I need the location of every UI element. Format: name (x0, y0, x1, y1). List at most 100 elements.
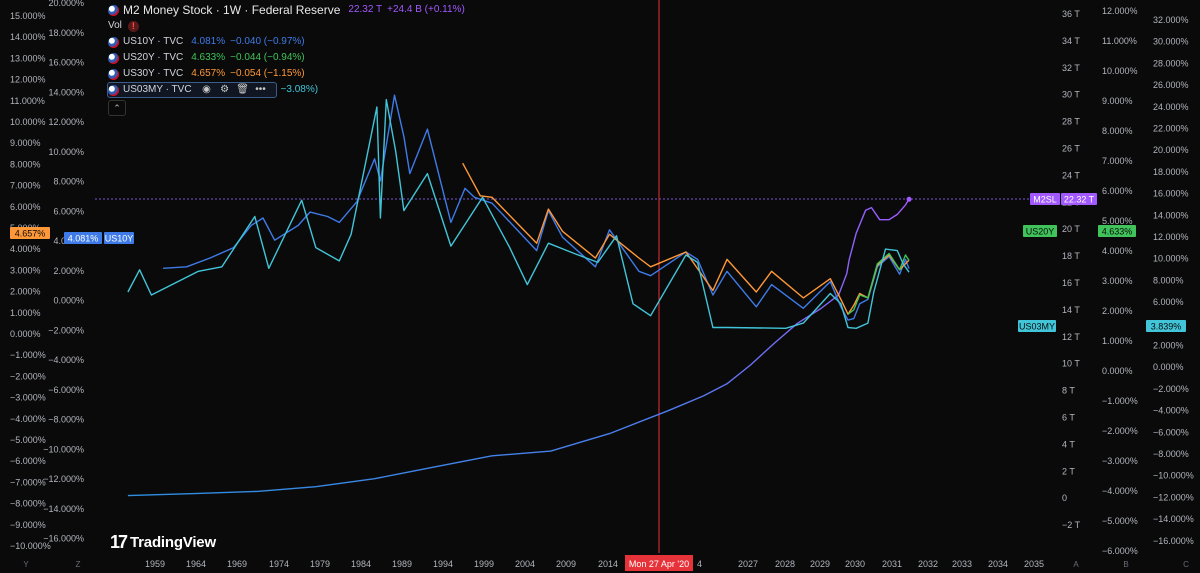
x-tick-label: 2033 (952, 559, 972, 569)
axis-tick-label: 12.000% (1102, 6, 1138, 16)
us-flag-icon (108, 84, 119, 96)
legend-row-us20y[interactable]: US20Y · TVC 4.633% −0.044 (−0.94%) (108, 50, 470, 66)
axis-tick-label: −1.000% (1102, 396, 1138, 406)
delete-icon[interactable]: 🗑 (236, 84, 249, 95)
x-tick-label: 1994 (433, 559, 453, 569)
right-axis-a: 36 T34 T32 T30 T28 T26 T24 T22 T20 T18 T… (1062, 9, 1081, 530)
axis-tick-label: 8.000% (1153, 275, 1184, 285)
series-line-m2sl[interactable] (127, 198, 910, 497)
axis-footer-label: Z (76, 560, 81, 569)
price-label-bg (10, 227, 50, 239)
axis-tick-label: −12.000% (43, 474, 84, 484)
axis-tick-label: 6 T (1062, 413, 1075, 423)
series-line-us30y[interactable] (462, 162, 910, 315)
axis-tick-label: 26 T (1062, 144, 1080, 154)
chevron-up-icon[interactable]: ⌃ (108, 100, 126, 116)
axis-tick-label: 10.000% (48, 147, 84, 157)
axis-tick-label: 9.000% (1102, 96, 1133, 106)
x-tick-label: 2034 (988, 559, 1008, 569)
axis-tick-label: 8.000% (53, 177, 84, 187)
axis-tick-label: −10.000% (10, 541, 51, 551)
legend-collapse-row: ⌃ (108, 98, 470, 116)
axis-tick-label: −8.000% (48, 415, 84, 425)
price-label: US03MY (1019, 322, 1055, 332)
legend-row-us03my[interactable]: US03MY · TVC ◉ ⚙ 🗑 ••• −3.08%) (107, 82, 470, 98)
axis-tick-label: 2.000% (53, 266, 84, 276)
legend-row-us10y[interactable]: US10Y · TVC 4.081% −0.040 (−0.97%) (108, 34, 470, 50)
series-symbol: US30Y · TVC (123, 68, 184, 79)
axis-tick-label: 18.000% (48, 28, 84, 38)
crosshair-date-bg (625, 555, 693, 571)
axis-tick-label: −4.000% (1102, 486, 1138, 496)
axis-tick-label: 36 T (1062, 9, 1080, 19)
axis-tick-label: −6.000% (48, 385, 84, 395)
left-axis-b: 20.000% 18.000% 16.000% 14.000% 12.000% 10.00… (43, 0, 84, 544)
axis-tick-label: −14.000% (1153, 514, 1194, 524)
x-tick-label: 2031 (882, 559, 902, 569)
axis-tick-label: 10 T (1062, 359, 1080, 369)
eye-icon[interactable]: ◉ (202, 84, 211, 95)
price-label: US10Y (105, 234, 134, 244)
x-tick-label: 1959 (145, 559, 165, 569)
axis-tick-label: 32 T (1062, 63, 1080, 73)
alert-icon[interactable]: ! (127, 20, 139, 32)
axis-tick-label: 32.000% (1153, 15, 1189, 25)
axis-tick-label: 22.000% (1153, 124, 1189, 134)
axis-tick-label: 2.000% (1153, 341, 1184, 351)
axis-tick-label: −3.000% (1102, 456, 1138, 466)
axis-tick-label: 12.000% (48, 117, 84, 127)
axis-tick-label: 8.000% (1102, 126, 1133, 136)
series-line-us03my[interactable] (127, 98, 910, 329)
us-flag-icon (108, 4, 119, 16)
x-tick-label: 1974 (269, 559, 289, 569)
tradingview-logo-icon: 17 (110, 532, 128, 552)
axis-tick-label: 6.000% (1102, 186, 1133, 196)
axis-tick-label: −8.000% (1153, 449, 1189, 459)
series-symbol: US20Y · TVC (123, 52, 184, 63)
price-label: 22.32 T (1064, 195, 1095, 205)
axis-tick-label: 1.000% (10, 308, 41, 318)
axis-tick-label: −16.000% (43, 534, 84, 544)
axis-tick-label: 15.000% (10, 11, 46, 21)
axis-tick-label: 14.000% (10, 32, 46, 42)
axis-tick-label: −16.000% (1153, 536, 1194, 546)
x-tick-label: 2035 (1024, 559, 1044, 569)
series-change: −3.08%) (280, 84, 319, 95)
x-tick-label: 1984 (351, 559, 371, 569)
price-label-bg (1030, 193, 1060, 205)
legend-main-row[interactable]: M2 Money Stock · 1W · Federal Reserve 22… (108, 2, 470, 18)
tradingview-logo[interactable]: 17 TradingView (110, 532, 216, 553)
axis-footer-label: Y (23, 560, 29, 569)
series-value: 4.081% (191, 36, 226, 47)
axis-tick-label: 12.000% (10, 75, 46, 85)
left-axis-a: 15.000% 14.000% 13.000% 12.000% 11.000% 10.00… (10, 11, 51, 551)
x-tick-label: 2028 (775, 559, 795, 569)
x-tick-label: 2030 (845, 559, 865, 569)
legend-vol-row[interactable]: Vol ! (108, 18, 470, 34)
axis-tick-label: −10.000% (1153, 471, 1194, 481)
legend-row-us30y[interactable]: US30Y · TVC 4.657% −0.054 (−1.15%) (108, 66, 470, 82)
series-line-us20y[interactable] (847, 252, 910, 315)
axis-tick-label: 11.000% (1102, 36, 1137, 46)
axis-tick-label: 7.000% (1102, 156, 1133, 166)
axis-tick-label: 10.000% (1153, 254, 1189, 264)
series-line-us10y[interactable] (163, 94, 910, 321)
settings-icon[interactable]: ⚙ (220, 84, 230, 95)
price-label-bg (1061, 193, 1097, 205)
axis-tick-label: −2.000% (10, 371, 46, 381)
price-label-bg (104, 232, 134, 244)
price-label-bg (1023, 225, 1057, 237)
axis-tick-label: −4.000% (48, 355, 84, 365)
price-label-bg (1098, 225, 1136, 237)
legend-row-us03my-selected[interactable]: US03MY · TVC ◉ ⚙ 🗑 ••• (107, 82, 277, 98)
axis-tick-label: 0.000% (10, 329, 41, 339)
more-icon[interactable]: ••• (255, 84, 266, 95)
x-tick-label: 1964 (186, 559, 206, 569)
axis-tick-label: 0.000% (1102, 366, 1133, 376)
axis-tick-label: 16 T (1062, 278, 1080, 288)
series-value: 4.657% (191, 68, 226, 79)
axis-tick-label: 10.000% (10, 117, 46, 127)
axis-tick-label: −3.000% (10, 393, 46, 403)
